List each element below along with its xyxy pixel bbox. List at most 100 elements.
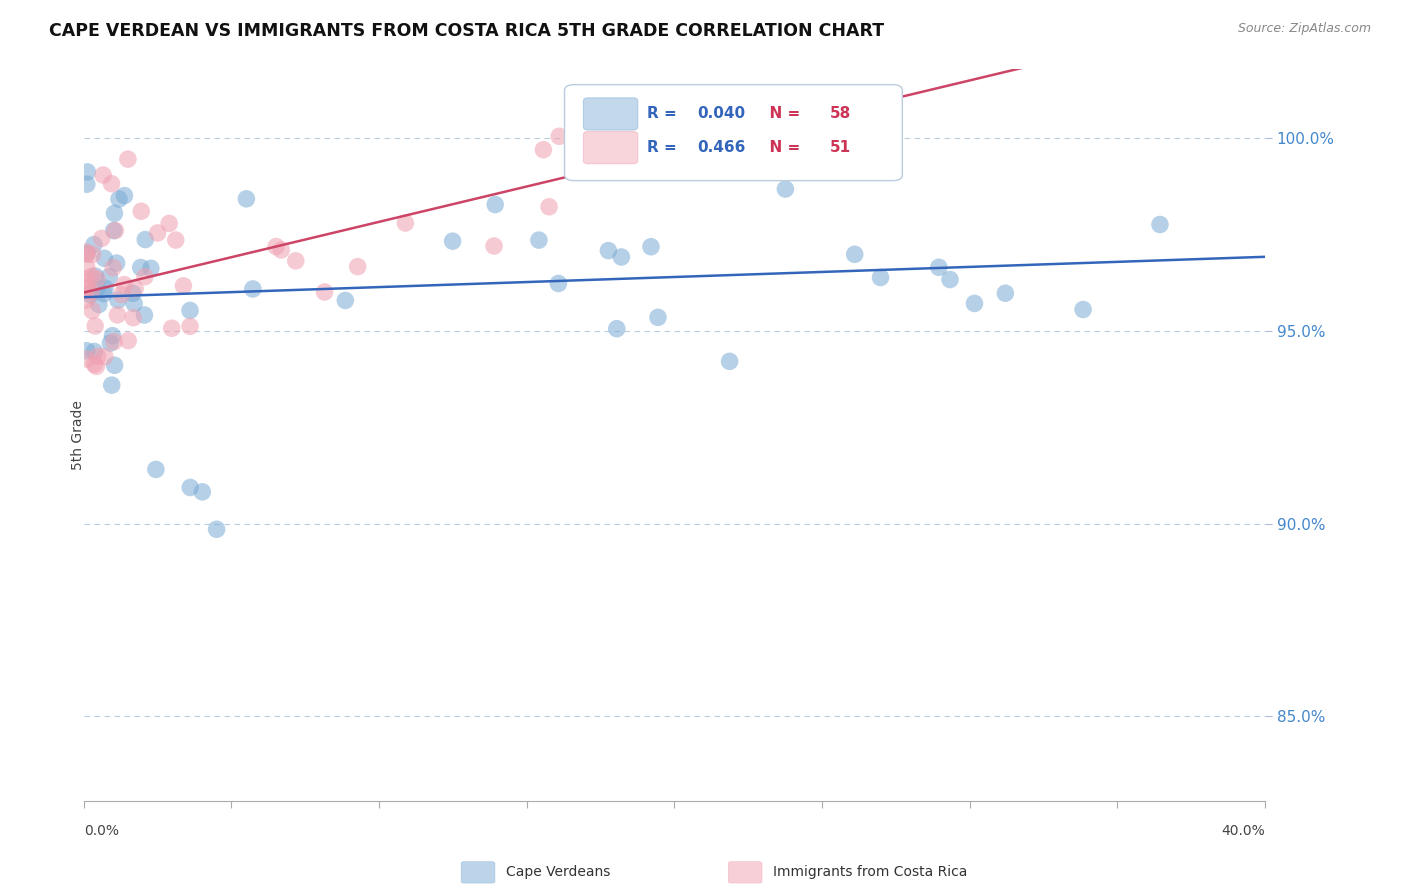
Point [103,334,125,349]
Point [610,250,633,264]
Point [76,247,98,261]
Text: R =: R = [647,140,682,155]
Point [83,237,105,252]
Point [76,177,98,191]
Point [86,281,108,295]
Point [547,277,569,291]
Text: 0.040: 0.040 [697,106,745,121]
Point [82,303,104,318]
Point [94,350,117,364]
Text: Source: ZipAtlas.com: Source: ZipAtlas.com [1237,22,1371,36]
FancyBboxPatch shape [583,98,638,130]
Point [1071,302,1094,317]
Point [108,192,131,206]
Point [598,244,620,258]
Point [314,285,336,299]
Text: Cape Verdeans: Cape Verdeans [506,865,610,880]
Point [87,297,110,311]
Point [80,269,103,284]
Point [76,245,98,260]
Point [134,269,156,284]
Point [107,293,129,308]
Point [595,141,617,155]
Point [179,303,201,318]
Point [105,256,128,270]
Text: 40.0%: 40.0% [1222,824,1265,838]
Point [117,334,139,348]
Point [146,226,169,240]
Point [394,216,416,230]
Point [104,359,127,373]
Point [869,270,891,285]
Point [91,168,114,182]
Point [939,272,962,286]
Point [157,216,180,230]
Point [93,286,115,301]
Point [122,310,145,325]
Point [191,484,214,499]
Point [235,192,257,206]
Point [93,252,115,266]
Point [242,282,264,296]
Text: 0.466: 0.466 [697,140,745,155]
Point [640,240,662,254]
Text: Immigrants from Costa Rica: Immigrants from Costa Rica [773,865,967,880]
Point [284,253,307,268]
FancyBboxPatch shape [583,131,638,164]
Point [84,269,107,284]
Point [76,281,98,295]
Point [121,286,143,301]
Point [994,286,1017,301]
Point [1149,218,1171,232]
Point [134,233,156,247]
Text: 51: 51 [831,140,852,155]
Point [101,328,124,343]
Point [346,260,368,274]
Point [134,308,156,322]
Point [179,480,201,494]
Point [585,112,607,126]
Point [606,321,628,335]
Point [165,233,187,247]
Point [80,285,103,300]
Point [129,260,152,275]
Point [844,247,866,261]
Point [117,152,139,166]
Text: N =: N = [759,106,806,121]
Point [100,336,122,351]
Point [484,197,506,211]
Point [100,177,122,191]
Point [76,343,98,358]
Point [775,182,797,196]
Point [86,359,108,374]
Point [90,231,112,245]
Point [124,282,146,296]
Point [76,351,98,366]
Point [114,188,136,202]
Point [647,310,669,325]
Text: 58: 58 [831,106,852,121]
Point [76,279,98,293]
Point [264,239,287,253]
Text: CAPE VERDEAN VS IMMIGRANTS FROM COSTA RICA 5TH GRADE CORRELATION CHART: CAPE VERDEAN VS IMMIGRANTS FROM COSTA RI… [49,22,884,40]
Point [76,293,98,307]
Point [84,318,107,333]
Point [531,143,554,157]
Text: 0.0%: 0.0% [84,824,118,838]
Point [129,204,152,219]
Point [94,281,117,295]
Point [86,272,108,286]
Point [76,165,98,179]
Point [139,261,162,276]
Point [205,522,228,536]
Point [963,296,986,310]
Point [110,287,132,301]
Point [82,247,104,261]
Point [98,269,121,284]
Point [76,260,98,275]
Point [145,462,167,476]
Point [107,308,129,322]
Point [718,354,741,368]
Point [160,321,183,335]
Point [101,260,124,275]
